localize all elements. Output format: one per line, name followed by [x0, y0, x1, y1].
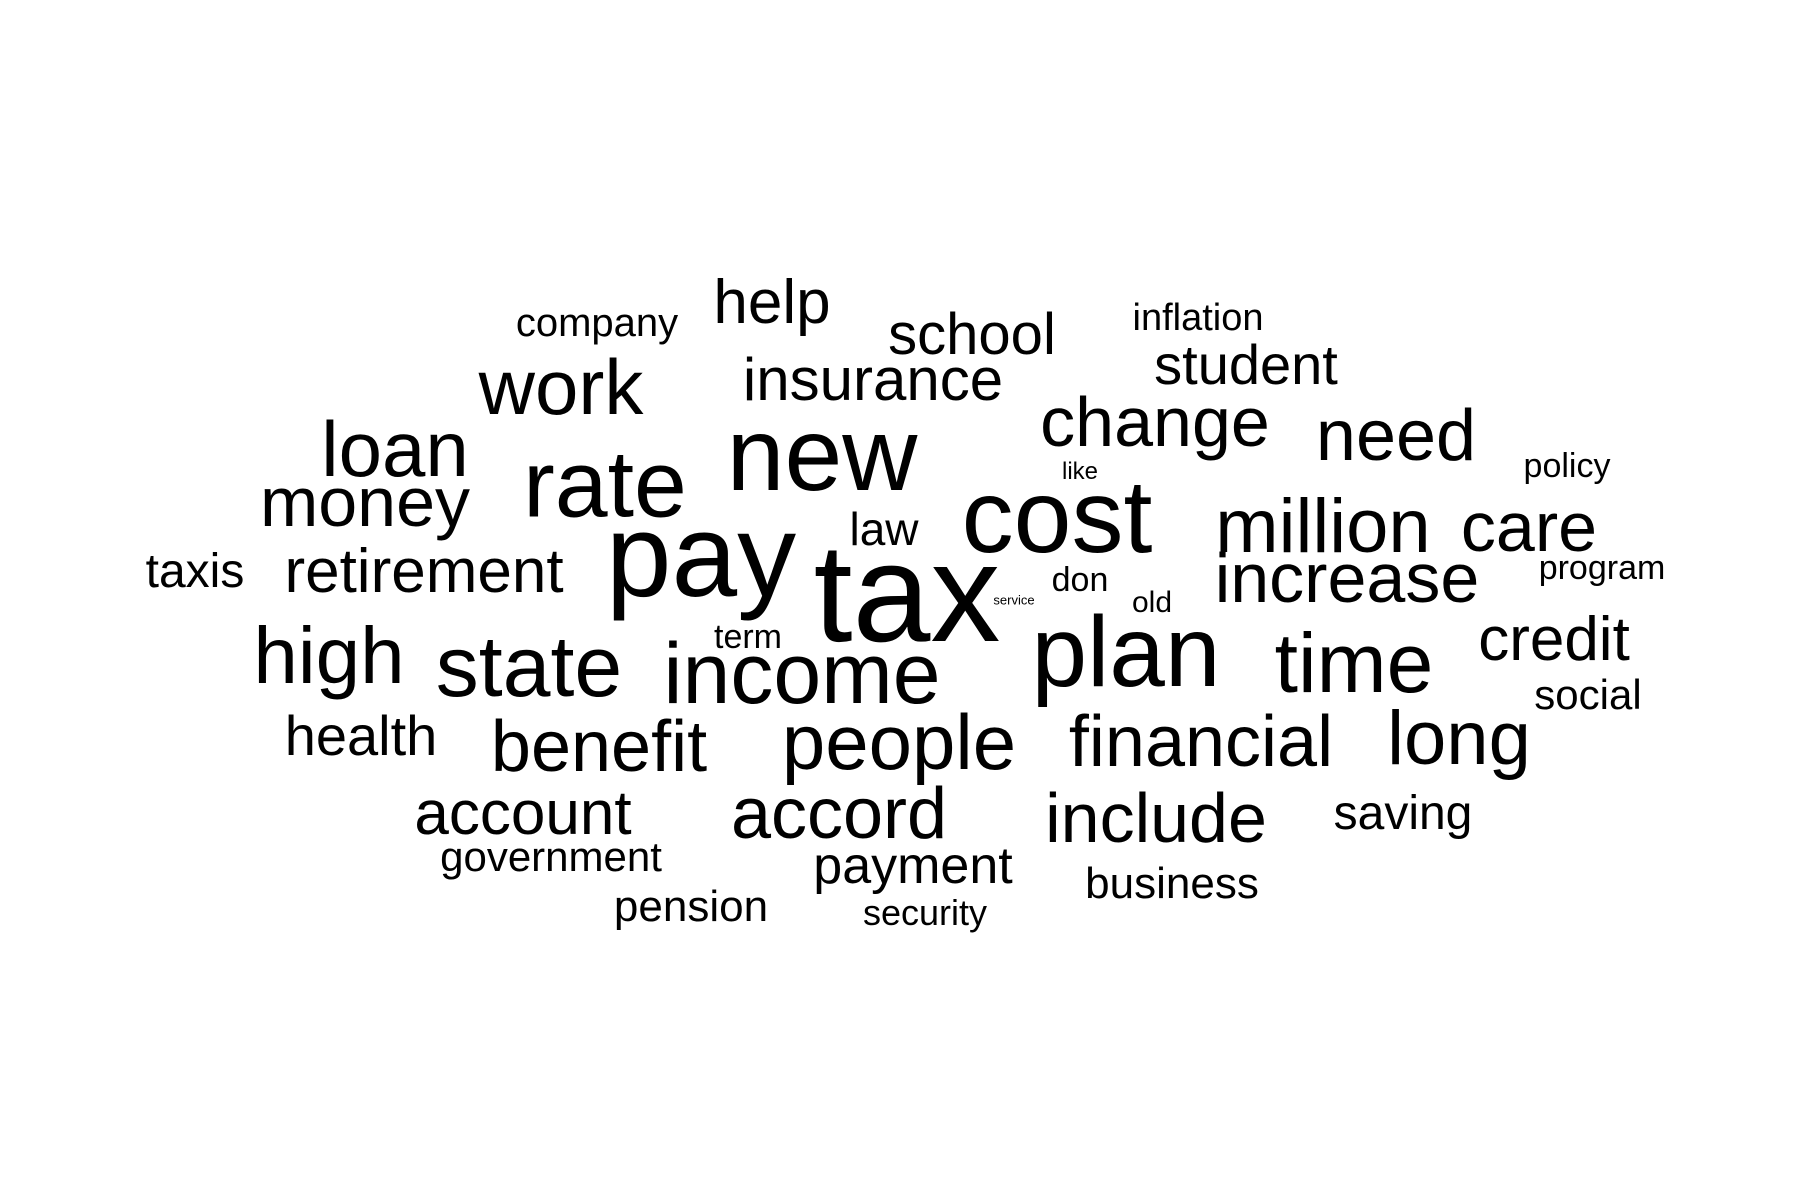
- word-loan: loan: [321, 405, 469, 493]
- word-plan: plan: [1031, 596, 1221, 708]
- word-health: health: [284, 704, 438, 767]
- word-include: include: [1045, 779, 1267, 857]
- word-credit: credit: [1478, 605, 1630, 674]
- word-like: like: [1061, 458, 1099, 485]
- word-school: school: [888, 302, 1056, 367]
- word-company: company: [515, 301, 679, 345]
- word-program: program: [1538, 549, 1666, 587]
- word-retirement: retirement: [284, 537, 564, 606]
- word-million: million: [1215, 484, 1431, 569]
- word-money: money: [259, 463, 471, 541]
- word-old: old: [1131, 586, 1173, 619]
- word-time: time: [1274, 616, 1434, 710]
- word-care: care: [1460, 488, 1598, 566]
- word-inflation: inflation: [1132, 297, 1264, 339]
- word-cost: cost: [961, 459, 1153, 575]
- word-law: law: [849, 503, 919, 555]
- word-pay: pay: [605, 490, 797, 622]
- word-high: high: [253, 611, 405, 700]
- word-state: state: [435, 619, 623, 715]
- word-account: account: [414, 779, 632, 848]
- word-business: business: [1085, 859, 1259, 908]
- word-benefit: benefit: [490, 707, 708, 787]
- word-student: student: [1154, 333, 1338, 396]
- word-service: service: [993, 592, 1035, 608]
- word-people: people: [781, 698, 1017, 786]
- word-saving: saving: [1333, 787, 1473, 840]
- word-need: need: [1315, 396, 1477, 476]
- word-rate: rate: [523, 431, 687, 538]
- word-policy: policy: [1523, 447, 1611, 485]
- word-taxis: taxis: [145, 545, 245, 598]
- word-don: don: [1051, 561, 1109, 599]
- word-new: new: [726, 397, 918, 513]
- word-government: government: [440, 833, 662, 880]
- word-work: work: [478, 343, 644, 431]
- word-term: term: [714, 618, 782, 656]
- word-payment: payment: [813, 837, 1013, 895]
- word-security: security: [862, 892, 988, 933]
- word-tax: tax: [813, 514, 1001, 671]
- word-income: income: [663, 626, 941, 722]
- word-social: social: [1534, 671, 1642, 718]
- word-help: help: [713, 268, 831, 337]
- word-accord: accord: [730, 774, 948, 854]
- word-pension: pension: [613, 882, 769, 931]
- word-insurance: insurance: [742, 346, 1004, 413]
- word-increase: increase: [1214, 539, 1480, 617]
- word-long: long: [1387, 696, 1531, 781]
- word-change: change: [1040, 383, 1270, 461]
- word-financial: financial: [1068, 702, 1334, 782]
